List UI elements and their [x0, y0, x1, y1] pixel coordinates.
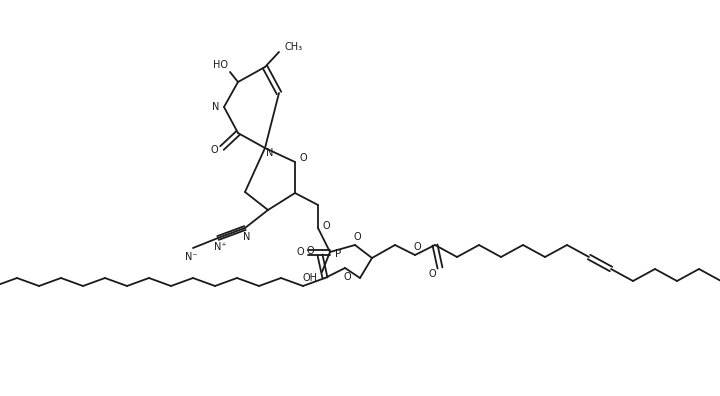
Text: O: O [210, 145, 218, 155]
Text: O: O [296, 247, 304, 257]
Text: HO: HO [212, 60, 228, 70]
Text: N⁻: N⁻ [185, 252, 197, 262]
Text: OH: OH [302, 273, 318, 283]
Text: O: O [343, 272, 351, 282]
Text: O: O [428, 269, 436, 279]
Text: N: N [243, 232, 251, 242]
Text: O: O [300, 153, 307, 163]
Text: O: O [306, 246, 314, 256]
Text: O: O [413, 242, 420, 252]
Text: N: N [212, 102, 220, 112]
Text: P: P [335, 249, 341, 259]
Text: N⁺: N⁺ [214, 242, 226, 252]
Text: N: N [266, 148, 274, 158]
Text: O: O [322, 221, 330, 231]
Text: CH₃: CH₃ [285, 42, 303, 52]
Text: O: O [354, 232, 361, 242]
